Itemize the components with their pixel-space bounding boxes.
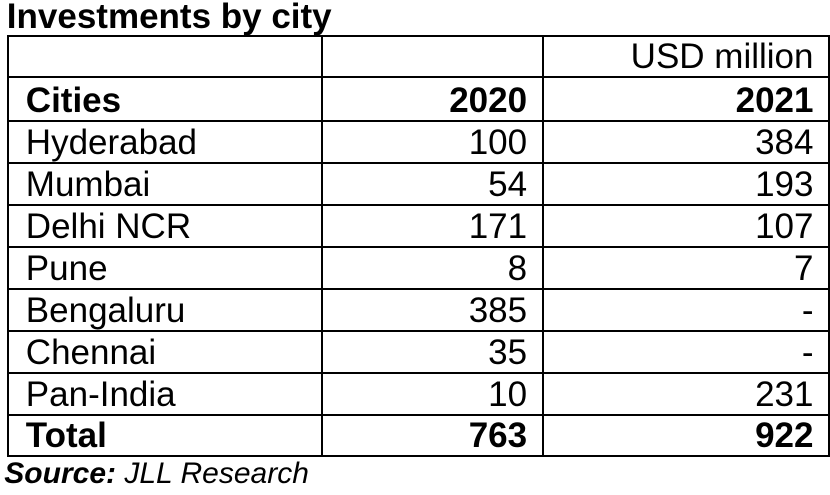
source-value: JLL Research [124, 457, 309, 490]
city-cell: Mumbai [6, 162, 324, 206]
table-row: Pune 8 7 [6, 246, 830, 290]
total-row: Total 763 922 [6, 414, 830, 457]
value-2021-cell: 107 [542, 204, 830, 248]
value-2021-cell: - [542, 288, 830, 332]
value-2020-cell: 10 [321, 372, 545, 416]
column-header-row: Cities 2020 2021 [6, 76, 830, 122]
value-2020-cell: 35 [321, 330, 545, 374]
total-label-cell: Total [6, 414, 324, 457]
city-cell: Delhi NCR [6, 204, 324, 248]
value-2021-cell: 7 [542, 246, 830, 290]
table-row: Delhi NCR 171 107 [6, 204, 830, 248]
table-row: Chennai 35 - [6, 330, 830, 374]
empty-cell [6, 35, 324, 78]
value-2021-cell: 231 [542, 372, 830, 416]
cities-header-cell: Cities [6, 76, 324, 122]
source-label: Source: [4, 457, 116, 490]
year-2020-header-cell: 2020 [321, 76, 545, 122]
year-2021-header-cell: 2021 [542, 76, 830, 122]
value-2020-cell: 171 [321, 204, 545, 248]
value-2020-cell: 100 [321, 120, 545, 164]
value-2021-cell: 193 [542, 162, 830, 206]
unit-header-row: USD million [6, 35, 830, 78]
value-2021-cell: 384 [542, 120, 830, 164]
total-2020-cell: 763 [321, 414, 545, 457]
sheet: Investments by city USD million Cities 2… [4, 0, 830, 490]
city-cell: Pan-India [6, 372, 324, 416]
unit-header-cell: USD million [542, 35, 830, 78]
empty-cell [321, 35, 545, 78]
table-row: Mumbai 54 193 [6, 162, 830, 206]
city-cell: Bengaluru [6, 288, 324, 332]
value-2020-cell: 385 [321, 288, 545, 332]
value-2021-cell: - [542, 330, 830, 374]
source-note: Source: JLL Research [4, 457, 830, 490]
value-2020-cell: 54 [321, 162, 545, 206]
city-cell: Pune [6, 246, 324, 290]
city-cell: Hyderabad [6, 120, 324, 164]
city-cell: Chennai [6, 330, 324, 374]
total-2021-cell: 922 [542, 414, 830, 457]
table-row: Pan-India 10 231 [6, 372, 830, 416]
table-row: Bengaluru 385 - [6, 288, 830, 332]
investments-table: USD million Cities 2020 2021 Hyderabad 1… [6, 35, 830, 457]
page-title: Investments by city [6, 0, 332, 36]
value-2020-cell: 8 [321, 246, 545, 290]
table-row: Hyderabad 100 384 [6, 120, 830, 164]
